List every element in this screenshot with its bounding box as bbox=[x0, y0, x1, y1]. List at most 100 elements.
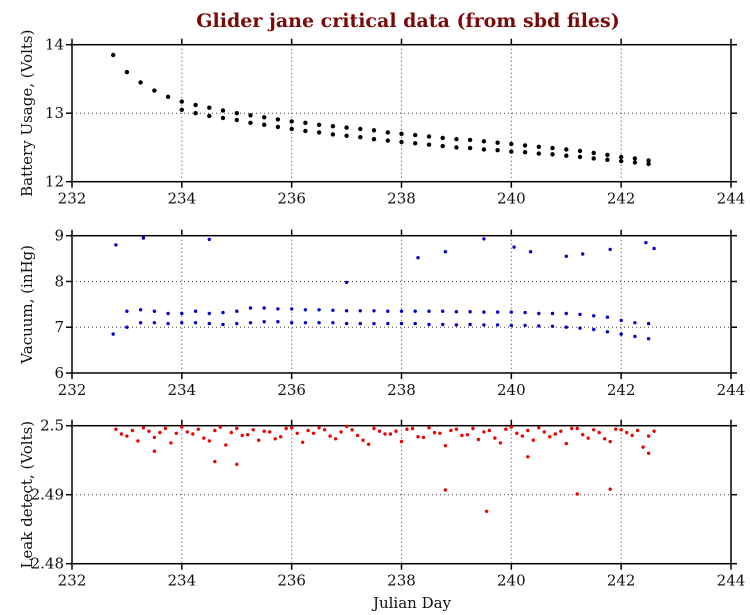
data-point-main bbox=[619, 428, 623, 432]
data-point-band2 bbox=[317, 426, 321, 430]
data-point-main bbox=[246, 433, 250, 437]
data-point-lower bbox=[440, 143, 445, 149]
data-point-main bbox=[125, 434, 129, 438]
data-point-upper bbox=[193, 309, 198, 313]
data-point-main bbox=[344, 424, 349, 429]
data-point-lower bbox=[193, 111, 198, 116]
data-point-band2 bbox=[526, 428, 530, 433]
data-point-main bbox=[410, 426, 415, 431]
x-axis-label: Julian Day bbox=[371, 594, 452, 612]
data-point-upper bbox=[632, 156, 638, 161]
data-point-lower bbox=[495, 323, 500, 327]
data-point-band2 bbox=[449, 428, 453, 433]
data-point-band2 bbox=[196, 427, 200, 431]
data-point-upper bbox=[413, 309, 417, 313]
data-point-band2 bbox=[383, 432, 387, 436]
y-tick-label: 12 bbox=[45, 173, 64, 191]
data-point-lower bbox=[619, 332, 623, 336]
data-point-band2 bbox=[185, 430, 189, 434]
data-point-lower bbox=[399, 321, 404, 326]
data-point-lower bbox=[481, 147, 487, 152]
data-point-lower bbox=[220, 115, 226, 121]
data-point-lower bbox=[495, 148, 500, 153]
x-tick-label: 240 bbox=[497, 572, 526, 590]
data-point-band2 bbox=[515, 431, 519, 435]
data-point-lower bbox=[454, 145, 459, 150]
data-point-outliers bbox=[564, 254, 568, 258]
data-point-lower bbox=[522, 150, 528, 155]
data-point-main bbox=[465, 433, 470, 437]
data-point-main bbox=[476, 437, 481, 442]
data-point-lower bbox=[605, 330, 610, 334]
data-point-band2 bbox=[251, 428, 255, 432]
data-point-band2 bbox=[427, 426, 431, 430]
data-point-upper bbox=[509, 141, 514, 147]
data-point-lower bbox=[276, 320, 280, 324]
data-point-upper bbox=[330, 124, 336, 129]
data-point-outliers bbox=[575, 492, 579, 496]
data-point-lower bbox=[550, 152, 555, 157]
data-point-upper bbox=[385, 130, 390, 135]
data-point-lower bbox=[344, 321, 349, 326]
data-point-outliers bbox=[644, 240, 648, 245]
data-point-upper bbox=[289, 119, 294, 124]
x-tick-label: 242 bbox=[607, 572, 636, 590]
data-point-band2 bbox=[284, 426, 288, 431]
data-point-band2 bbox=[328, 434, 332, 438]
data-point-lower bbox=[221, 322, 225, 327]
data-point-main bbox=[575, 426, 579, 431]
data-point-outliers bbox=[608, 247, 612, 252]
data-point-main bbox=[498, 441, 503, 445]
data-point-band2 bbox=[592, 428, 596, 432]
data-point-lower bbox=[454, 323, 459, 327]
data-point-outliers bbox=[512, 245, 516, 249]
data-point-main bbox=[114, 427, 118, 431]
data-point-band2 bbox=[218, 425, 222, 429]
data-point-upper bbox=[646, 158, 651, 163]
data-point-main bbox=[169, 441, 173, 445]
x-tick-label: 234 bbox=[168, 190, 197, 208]
data-point-band2 bbox=[548, 435, 552, 439]
data-point-upper bbox=[523, 310, 527, 315]
x-tick-label: 238 bbox=[387, 572, 416, 590]
data-point-upper bbox=[152, 88, 157, 93]
data-point-band2 bbox=[635, 428, 640, 433]
data-point-band2 bbox=[438, 431, 442, 435]
data-point-outliers bbox=[482, 237, 486, 241]
data-point-lower bbox=[633, 334, 637, 339]
data-point-lower bbox=[426, 142, 432, 147]
data-point-main bbox=[641, 445, 645, 449]
data-point-main bbox=[180, 425, 184, 429]
data-point-main bbox=[454, 427, 459, 431]
data-point-main bbox=[290, 426, 294, 430]
data-point-upper bbox=[303, 120, 308, 126]
data-point-upper bbox=[426, 134, 432, 139]
data-point-lower bbox=[303, 321, 308, 325]
data-point-upper bbox=[125, 309, 129, 313]
data-point-lower bbox=[372, 321, 376, 326]
y-axis-label: Vacuum, (inHg) bbox=[18, 245, 36, 365]
data-point-lower bbox=[180, 321, 184, 325]
data-point-lower bbox=[344, 133, 349, 138]
data-point-lower bbox=[564, 325, 568, 329]
data-point-upper bbox=[550, 145, 555, 151]
data-point-main bbox=[432, 430, 437, 435]
data-point-upper bbox=[646, 321, 651, 326]
data-point-outliers bbox=[443, 488, 448, 492]
data-point-main bbox=[652, 429, 656, 433]
data-point-lower bbox=[330, 132, 336, 137]
data-point-upper bbox=[386, 309, 390, 313]
data-point-lower bbox=[509, 149, 514, 154]
data-point-lower bbox=[207, 321, 211, 326]
data-point-band2 bbox=[361, 438, 365, 442]
x-tick-label: 244 bbox=[717, 190, 746, 208]
data-point-outliers bbox=[652, 246, 656, 251]
data-point-band2 bbox=[460, 433, 464, 438]
data-point-lower bbox=[303, 128, 308, 134]
x-tick-label: 234 bbox=[168, 381, 197, 399]
data-point-lower bbox=[550, 324, 555, 328]
data-point-lower bbox=[467, 145, 473, 151]
data-point-lower bbox=[317, 321, 321, 325]
data-point-lower bbox=[592, 327, 596, 332]
data-point-lower bbox=[591, 156, 596, 161]
